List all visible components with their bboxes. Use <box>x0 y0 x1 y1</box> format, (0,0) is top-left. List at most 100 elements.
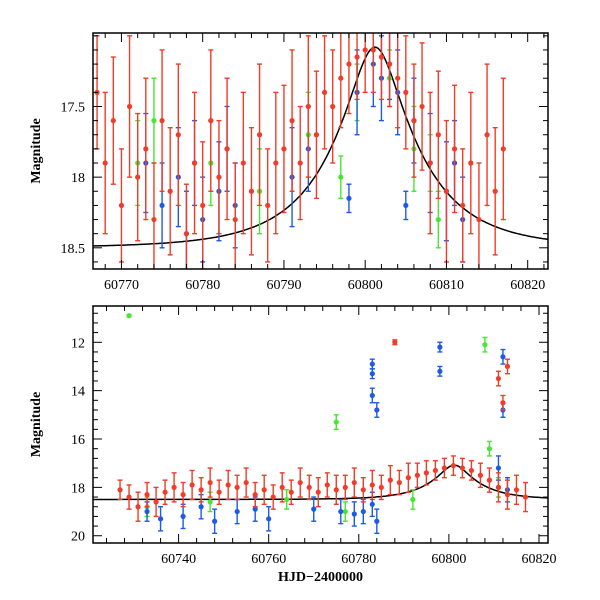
data-point <box>234 508 240 515</box>
x-tick-label: 60820 <box>521 552 556 567</box>
y-axis-label: Magnitude <box>29 392 44 457</box>
data-point <box>305 103 311 110</box>
data-point <box>369 482 375 488</box>
data-point <box>460 202 466 209</box>
data-point <box>265 202 271 209</box>
data-point <box>443 188 450 194</box>
data-point <box>306 484 312 490</box>
data-point <box>225 482 231 488</box>
data-point <box>351 479 357 486</box>
data-point <box>281 146 287 152</box>
data-point <box>495 375 502 382</box>
data-point <box>126 494 132 500</box>
zoomed-panel: 60770 60780 60790 60800 60810 60820 17.5 18 18.5… <box>29 32 549 293</box>
x-tick-label: 60800 <box>431 552 466 567</box>
x-axis-label: HJD−2400000 <box>278 570 363 585</box>
data-point <box>243 479 249 486</box>
data-point <box>297 160 303 166</box>
plot-area <box>93 313 548 535</box>
data-point <box>315 489 321 495</box>
data-point <box>405 475 411 481</box>
data-point <box>437 344 443 350</box>
data-point <box>395 75 401 81</box>
data-point <box>183 231 190 237</box>
data-point <box>207 499 213 505</box>
data-point <box>171 484 177 490</box>
model-curve-line <box>93 464 548 501</box>
data-point <box>321 89 328 95</box>
plot-area <box>93 33 548 269</box>
data-point <box>392 339 398 345</box>
data-point <box>159 118 165 124</box>
data-point <box>360 508 366 515</box>
data-point <box>495 484 502 490</box>
data-point <box>288 489 294 495</box>
data-point <box>484 132 490 138</box>
data-point <box>234 484 240 490</box>
x-tick-label: 60770 <box>104 278 139 293</box>
full-panel: 60740 60760 60780 60800 60820 12 14 16 18 20 Magni… <box>29 305 556 585</box>
data-point <box>468 160 474 166</box>
y-tick-label: 17.5 <box>61 100 86 115</box>
data-point <box>476 216 482 223</box>
data-point <box>338 174 344 180</box>
data-point <box>248 188 255 194</box>
data-point <box>207 479 213 486</box>
y-tick-label: 20 <box>71 530 85 545</box>
data-point <box>333 419 339 425</box>
data-point <box>432 467 438 474</box>
data-point <box>324 482 330 488</box>
data-point <box>500 354 506 360</box>
data-point <box>441 465 447 471</box>
data-point <box>362 47 368 53</box>
data-point <box>451 146 458 152</box>
data-point <box>396 479 402 486</box>
data-point <box>403 89 409 95</box>
data-point <box>126 313 132 319</box>
data-point <box>369 371 375 377</box>
data-point <box>279 484 285 490</box>
data-point <box>486 446 493 452</box>
data-point <box>180 492 186 498</box>
data-point <box>284 496 290 503</box>
data-point <box>374 407 380 413</box>
data-point <box>346 61 352 67</box>
data-point <box>216 174 222 180</box>
data-point <box>144 492 150 498</box>
data-point <box>513 487 520 493</box>
data-point <box>289 118 295 124</box>
data-point <box>435 216 441 223</box>
data-point <box>330 103 336 110</box>
data-point <box>369 392 375 399</box>
data-point <box>167 188 173 194</box>
x-tick-label: 60780 <box>341 552 376 567</box>
data-point <box>180 513 186 519</box>
data-point <box>403 202 409 209</box>
data-point <box>504 492 511 498</box>
data-point <box>162 489 168 495</box>
data-point <box>198 504 204 510</box>
data-point <box>492 188 498 194</box>
y-tick-label: 18 <box>71 171 85 186</box>
data-point <box>378 484 384 490</box>
data-point <box>386 61 393 67</box>
data-point <box>468 467 475 474</box>
data-point <box>338 75 344 81</box>
data-point <box>311 506 317 512</box>
data-point <box>240 160 246 166</box>
data-point <box>153 499 159 505</box>
data-point <box>495 465 502 471</box>
data-point <box>486 477 493 483</box>
data-point <box>370 47 376 53</box>
data-point <box>126 103 133 110</box>
data-point <box>500 400 506 406</box>
data-point <box>427 160 433 166</box>
x-tick-label: 60810 <box>429 278 464 293</box>
data-point <box>252 506 258 512</box>
data-point <box>175 132 181 138</box>
y-tick-label: 16 <box>71 433 85 448</box>
plot-frame <box>92 32 549 270</box>
data-point <box>200 202 206 209</box>
data-point <box>351 511 357 517</box>
